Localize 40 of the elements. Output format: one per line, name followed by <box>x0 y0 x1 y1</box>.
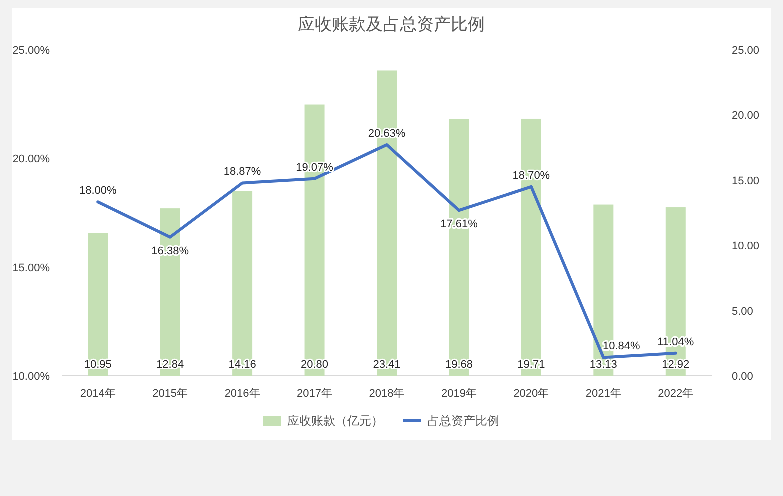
data-label: 18.87% <box>224 166 262 178</box>
legend-label: 应收账款（亿元） <box>288 414 384 428</box>
y2-tick-label: 15.00 <box>732 175 760 188</box>
data-label: 23.41 <box>373 359 401 371</box>
data-label: 12.92 <box>662 359 690 371</box>
x-tick-label: 2021年 <box>586 388 622 400</box>
data-label: 18.00% <box>79 185 117 198</box>
data-label: 13.13 <box>590 359 618 371</box>
x-tick-label: 2018年 <box>369 388 405 400</box>
y2-tick-label: 20.00 <box>732 110 760 122</box>
y-tick-label: 15.00% <box>12 262 50 274</box>
data-label: 17.61% <box>440 218 478 231</box>
y2-tick-label: 5.00 <box>732 306 754 318</box>
y2-tick-label: 25.00 <box>732 45 760 57</box>
x-tick-label: 2015年 <box>152 388 188 400</box>
y-tick-label: 25.00% <box>12 45 50 57</box>
x-tick-label: 2020年 <box>514 388 550 400</box>
legend-label: 占总资产比例 <box>428 414 500 428</box>
y-tick-label: 20.00% <box>12 154 50 166</box>
data-label: 19.07% <box>296 162 334 174</box>
data-label: 19.71 <box>518 359 546 371</box>
x-tick-label: 2022年 <box>658 388 694 400</box>
data-label: 20.80 <box>301 359 329 371</box>
chart-title: 应收账款及占总资产比例 <box>298 15 485 34</box>
y2-tick-label: 0.00 <box>732 371 754 383</box>
x-tick-label: 2017年 <box>297 388 333 400</box>
data-label: 10.84% <box>603 340 641 353</box>
data-label: 12.84 <box>156 359 184 371</box>
data-label: 19.68 <box>445 359 473 371</box>
data-label: 20.63% <box>368 128 406 140</box>
data-label: 18.70% <box>512 170 550 182</box>
x-tick-label: 2014年 <box>80 388 116 400</box>
y-tick-label: 10.00% <box>12 371 50 383</box>
data-label: 14.16 <box>228 359 256 371</box>
x-tick-label: 2016年 <box>224 388 260 400</box>
x-tick-label: 2019年 <box>441 388 477 400</box>
y2-tick-label: 10.00 <box>732 240 760 253</box>
data-label: 11.04% <box>658 336 694 348</box>
data-label: 16.38% <box>152 245 190 258</box>
data-label: 10.95 <box>84 359 112 371</box>
